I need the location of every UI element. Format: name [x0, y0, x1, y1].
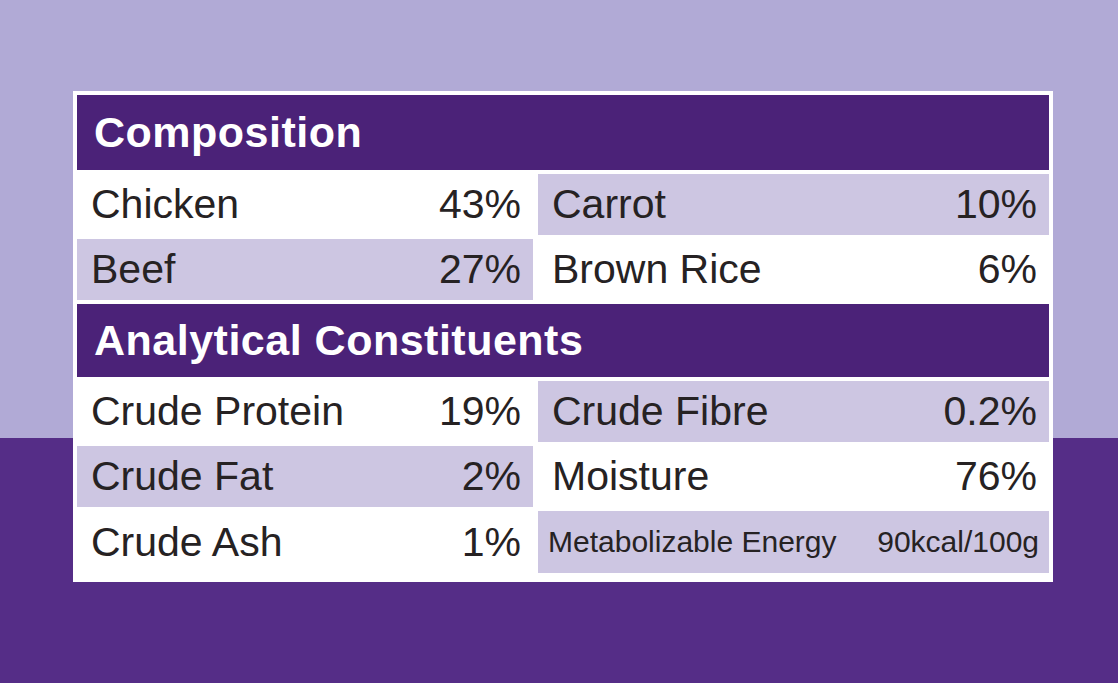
composition-cell-beef: Beef 27%: [77, 239, 533, 300]
constituent-value: 90kcal/100g: [877, 525, 1039, 559]
constituent-name: Crude Ash: [91, 519, 282, 566]
nutrition-table: Composition Chicken 43% Carrot 10% Beef …: [77, 95, 1049, 573]
analytical-cell-crude-fibre: Crude Fibre 0.2%: [538, 381, 1049, 442]
composition-section-header: Composition: [77, 95, 1049, 170]
analytical-cell-crude-fat: Crude Fat 2%: [77, 446, 533, 507]
page-background: Composition Chicken 43% Carrot 10% Beef …: [0, 0, 1118, 683]
analytical-cell-crude-protein: Crude Protein 19%: [77, 381, 533, 442]
composition-cell-chicken: Chicken 43%: [77, 174, 533, 235]
ingredient-value: 6%: [978, 246, 1037, 293]
analytical-cell-crude-ash: Crude Ash 1%: [77, 511, 533, 573]
constituent-value: 76%: [955, 453, 1037, 500]
ingredient-name: Carrot: [552, 181, 666, 228]
ingredient-name: Chicken: [91, 181, 239, 228]
composition-title: Composition: [94, 108, 362, 157]
constituent-value: 2%: [462, 453, 521, 500]
constituent-value: 0.2%: [944, 388, 1037, 435]
constituent-name: Moisture: [552, 453, 709, 500]
constituent-value: 1%: [462, 519, 521, 566]
nutrition-label: Composition Chicken 43% Carrot 10% Beef …: [73, 91, 1053, 582]
analytical-cell-moisture: Moisture 76%: [538, 446, 1049, 507]
composition-cell-brown-rice: Brown Rice 6%: [538, 239, 1049, 300]
constituent-name: Crude Fat: [91, 453, 273, 500]
analytical-cell-metabolizable-energy: Metabolizable Energy 90kcal/100g: [538, 511, 1049, 573]
constituent-value: 19%: [439, 388, 521, 435]
analytical-section-header: Analytical Constituents: [77, 304, 1049, 377]
ingredient-value: 43%: [439, 181, 521, 228]
analytical-title: Analytical Constituents: [94, 316, 583, 365]
ingredient-name: Brown Rice: [552, 246, 762, 293]
constituent-name: Metabolizable Energy: [548, 525, 837, 559]
ingredient-value: 27%: [439, 246, 521, 293]
constituent-name: Crude Fibre: [552, 388, 768, 435]
ingredient-name: Beef: [91, 246, 175, 293]
ingredient-value: 10%: [955, 181, 1037, 228]
constituent-name: Crude Protein: [91, 388, 344, 435]
composition-cell-carrot: Carrot 10%: [538, 174, 1049, 235]
